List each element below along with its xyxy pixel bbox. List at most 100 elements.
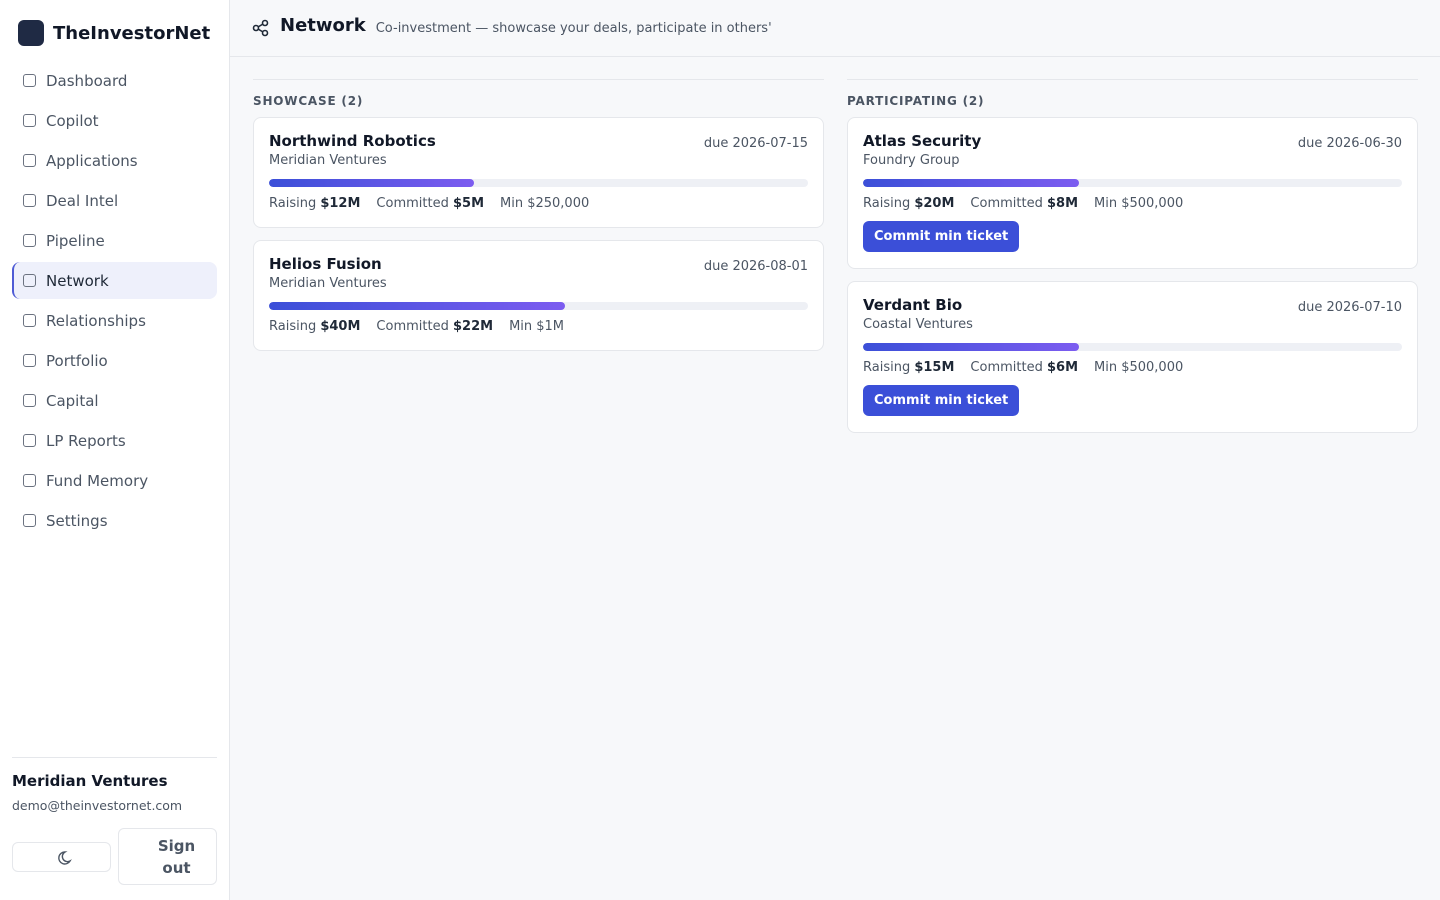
page-title: Network <box>280 14 366 36</box>
committed: Committed $6M <box>970 360 1078 375</box>
theme-toggle[interactable] <box>12 842 111 872</box>
committed-label: Committed <box>970 196 1043 211</box>
commit-button[interactable]: Commit min ticket <box>863 221 1020 252</box>
nav-item[interactable]: Copilot <box>12 102 217 139</box>
account-email: demo@theinvestornet.com <box>12 798 183 813</box>
nav-label: Settings <box>46 511 108 530</box>
progress-fill <box>269 179 474 187</box>
deal-stats: Raising $40M Committed $22M Min $1M <box>269 319 808 334</box>
nav-icon <box>23 314 36 327</box>
committed-value: $6M <box>1046 360 1079 375</box>
nav-item[interactable]: LP Reports <box>12 422 217 459</box>
deal-stats: Raising $20M Committed $8M Min $500,000 <box>863 196 1402 211</box>
nav-item[interactable]: Fund Memory <box>12 462 217 499</box>
sidebar: TheInvestorNet Dashboard Copilot Applicati… <box>0 0 230 900</box>
min-ticket: Min $500,000 <box>1094 196 1184 211</box>
raising-value: $15M <box>914 360 955 375</box>
nav-label: Relationships <box>46 311 146 330</box>
account-name: Meridian Ventures <box>12 772 168 790</box>
deal-org: Meridian Ventures <box>269 153 387 168</box>
raising-value: $40M <box>320 319 361 334</box>
deal-name: Helios Fusion <box>269 255 382 273</box>
deal-due: due 2026-07-15 <box>703 136 808 151</box>
nav: Dashboard Copilot Applications Deal Intel Pi… <box>12 62 217 542</box>
nav-icon <box>23 74 36 87</box>
nav-label: Fund Memory <box>46 471 149 490</box>
nav-icon <box>23 114 36 127</box>
account: Meridian Ventures demo@theinvestornet.co… <box>12 757 217 885</box>
min-ticket: Min $1M <box>509 319 565 334</box>
raising: Raising $15M <box>863 360 954 375</box>
raising-label: Raising <box>269 319 317 334</box>
brand[interactable]: TheInvestorNet <box>18 20 210 46</box>
committed: Committed $8M <box>970 196 1078 211</box>
deal-org: Coastal Ventures <box>863 317 973 332</box>
min-ticket: Min $500,000 <box>1094 360 1184 375</box>
nav-item[interactable]: Deal Intel <box>12 182 217 219</box>
nav-item[interactable]: Applications <box>12 142 217 179</box>
nav-label: Dashboard <box>46 71 128 90</box>
nav-icon <box>23 394 36 407</box>
progress-fill <box>863 343 1079 351</box>
nav-item[interactable]: Capital <box>12 382 217 419</box>
logo <box>18 20 44 46</box>
deal-name: Northwind Robotics <box>269 132 436 150</box>
nav-item[interactable]: Dashboard <box>12 62 217 99</box>
deal-card[interactable]: Helios Fusion due 2026-08-01 Meridian Vent… <box>253 240 824 351</box>
nav-item[interactable]: Network <box>12 262 217 299</box>
section-heading: PARTICIPATING (2) <box>847 94 985 108</box>
deal-card[interactable]: Atlas Security due 2026-06-30 Foundry Grou… <box>847 117 1418 269</box>
nav-item[interactable]: Pipeline <box>12 222 217 259</box>
committed-label: Committed <box>376 319 449 334</box>
committed-label: Committed <box>970 360 1043 375</box>
page-subtitle: Co-investment — showcase your deals, par… <box>375 20 772 36</box>
deal-stats: Raising $12M Committed $5M Min $250,000 <box>269 196 808 211</box>
committed-value: $5M <box>452 196 485 211</box>
deal-due: due 2026-06-30 <box>1297 136 1402 151</box>
raising-label: Raising <box>269 196 317 211</box>
progress-track <box>863 179 1402 187</box>
min-ticket: Min $250,000 <box>500 196 590 211</box>
main: Network Co-investment — showcase your de… <box>230 0 1440 900</box>
deal-card[interactable]: Northwind Robotics due 2026-07-15 Meridian… <box>253 117 824 228</box>
nav-icon <box>23 194 36 207</box>
commit-button[interactable]: Commit min ticket <box>863 385 1020 416</box>
committed: Committed $22M <box>376 319 493 334</box>
nav-item[interactable]: Relationships <box>12 302 217 339</box>
deal-org: Foundry Group <box>863 153 960 168</box>
sign-out[interactable]: Sign out <box>118 828 217 885</box>
moon-icon <box>58 851 72 865</box>
nav-item[interactable]: Portfolio <box>12 342 217 379</box>
deal-stats: Raising $15M Committed $6M Min $500,000 <box>863 360 1402 375</box>
deal-due: due 2026-07-10 <box>1297 300 1402 315</box>
nav-icon <box>23 274 36 287</box>
nav-label: Deal Intel <box>46 191 119 210</box>
deal-name: Atlas Security <box>863 132 982 150</box>
committed-value: $8M <box>1046 196 1079 211</box>
raising: Raising $20M <box>863 196 954 211</box>
nav-label: Network <box>46 271 109 290</box>
nav-label: LP Reports <box>46 431 126 450</box>
raising-value: $20M <box>914 196 955 211</box>
nav-icon <box>23 434 36 447</box>
progress-track <box>269 179 808 187</box>
progress-track <box>269 302 808 310</box>
deal-name: Verdant Bio <box>863 296 963 314</box>
nav-label: Pipeline <box>46 231 105 250</box>
nav-label: Capital <box>46 391 99 410</box>
section-heading: SHOWCASE (2) <box>253 94 364 108</box>
nav-label: Portfolio <box>46 351 108 370</box>
section: PARTICIPATING (2) Atlas Security due 2026-… <box>847 79 1418 445</box>
nav-icon <box>23 234 36 247</box>
nav-icon <box>23 154 36 167</box>
committed: Committed $5M <box>376 196 484 211</box>
network-icon <box>252 19 269 37</box>
deal-org: Meridian Ventures <box>269 276 387 291</box>
header: Network Co-investment — showcase your de… <box>230 0 1440 57</box>
nav-label: Applications <box>46 151 138 170</box>
nav-item[interactable]: Settings <box>12 502 217 539</box>
deal-card[interactable]: Verdant Bio due 2026-07-10 Coastal Venture… <box>847 281 1418 433</box>
nav-label: Copilot <box>46 111 99 130</box>
